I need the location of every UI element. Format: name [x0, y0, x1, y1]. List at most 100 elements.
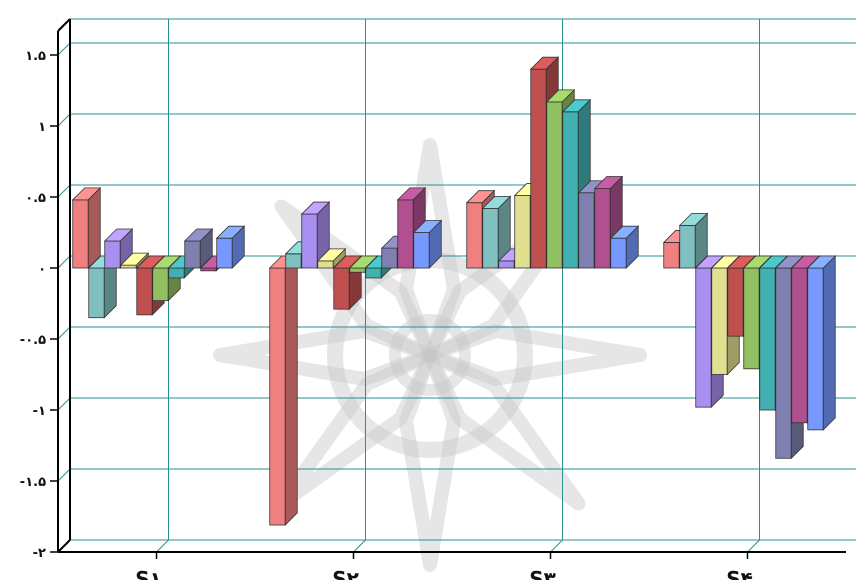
y-tick-label: -۰.۵	[20, 333, 46, 348]
bar-front	[120, 264, 137, 269]
bar-front	[136, 267, 153, 316]
gridline-side	[57, 42, 71, 56]
bar-front	[791, 267, 808, 424]
bar-front	[216, 237, 233, 269]
bar-top	[545, 89, 576, 103]
bar-top	[806, 255, 837, 269]
bar-top	[465, 190, 496, 204]
y-tick-label: ۰	[38, 262, 46, 277]
bar-top	[481, 195, 512, 209]
bar-front	[695, 267, 712, 408]
bar	[481, 195, 512, 269]
bar-top	[561, 99, 592, 113]
bar	[215, 225, 246, 269]
bar	[71, 186, 102, 269]
bar-front	[546, 101, 563, 269]
bar-front	[88, 267, 105, 319]
category-label: S۴	[726, 567, 753, 580]
bar-front	[663, 242, 680, 269]
x-axis-corner	[57, 539, 71, 553]
bar	[183, 228, 214, 269]
watermark-petal	[423, 348, 586, 511]
bar-top	[316, 248, 347, 262]
gridline-side	[57, 113, 71, 127]
bar-top	[529, 56, 560, 70]
bar-top	[103, 228, 134, 242]
watermark-petal	[274, 348, 437, 511]
gridline-side	[57, 255, 71, 269]
bar-front	[679, 224, 696, 269]
bar-front	[365, 267, 382, 279]
bar-top	[300, 201, 331, 215]
bar-side	[822, 255, 836, 431]
bar	[609, 225, 640, 269]
category-label: S۲	[332, 567, 359, 580]
bar-front	[514, 195, 531, 269]
bar-front	[807, 267, 824, 431]
y-tick-label: -۱	[33, 404, 46, 419]
category-label: S۳	[529, 567, 556, 580]
bar-front	[482, 207, 499, 269]
gridline-floor	[353, 539, 366, 553]
gridline-floor	[747, 539, 760, 553]
gridline-side	[57, 184, 71, 198]
bar	[87, 255, 118, 319]
bar-side	[87, 186, 101, 269]
watermark-petal	[423, 323, 647, 387]
bar-top	[183, 228, 214, 242]
bar-top	[71, 187, 102, 201]
bar-front	[578, 192, 595, 269]
bar-front	[743, 267, 760, 370]
y-tick-label: -۲	[33, 546, 46, 561]
bar	[412, 219, 443, 269]
gridline-side	[57, 326, 71, 340]
bar	[678, 212, 709, 269]
bar-top	[678, 212, 709, 226]
bar-front	[168, 267, 185, 279]
gridline-side	[57, 468, 71, 482]
y-tick-label: ۱	[38, 120, 46, 135]
bar-front	[530, 68, 547, 269]
bar-front	[759, 267, 776, 411]
y-tick-label: ۱.۵	[25, 49, 46, 64]
bar-front	[397, 199, 414, 269]
bar-front	[775, 267, 792, 459]
bar-front	[301, 213, 318, 269]
bar-front	[413, 232, 430, 269]
bars	[71, 56, 837, 526]
bar-front	[727, 267, 744, 337]
labels: -۲ -۱.۵ -۱ -۰.۵ ۰ ۰.۵ ۱ ۱.۵ S۱ S۲ S۳ S۴	[20, 49, 753, 580]
bar-top	[412, 220, 443, 233]
bar-front	[72, 199, 89, 269]
axes	[50, 18, 846, 559]
gridline-floor	[156, 539, 169, 553]
bar-front	[466, 202, 483, 269]
bar-front	[200, 267, 217, 272]
bar	[300, 201, 331, 269]
bar-front	[333, 267, 350, 310]
bar	[268, 255, 299, 526]
bar-top	[593, 176, 624, 189]
bar	[103, 228, 134, 269]
watermark-petal	[213, 323, 437, 387]
bar	[119, 252, 150, 269]
y-axis-top-cap	[57, 18, 71, 32]
bar-front	[152, 267, 169, 302]
bar-top	[119, 252, 150, 266]
bar-front	[381, 247, 398, 269]
gridline-floor	[550, 539, 563, 553]
bar	[316, 247, 347, 269]
bar-front	[711, 267, 728, 375]
bar-top	[609, 225, 640, 239]
watermark-core	[389, 314, 471, 396]
bar-front	[610, 237, 627, 269]
bar-front	[594, 188, 611, 269]
y-tick-label: ۰.۵	[25, 191, 46, 206]
bar-front	[269, 267, 286, 526]
bar-front	[498, 260, 515, 269]
bar-top	[215, 225, 246, 239]
bar-front	[317, 260, 334, 269]
gridline-side	[57, 397, 71, 411]
